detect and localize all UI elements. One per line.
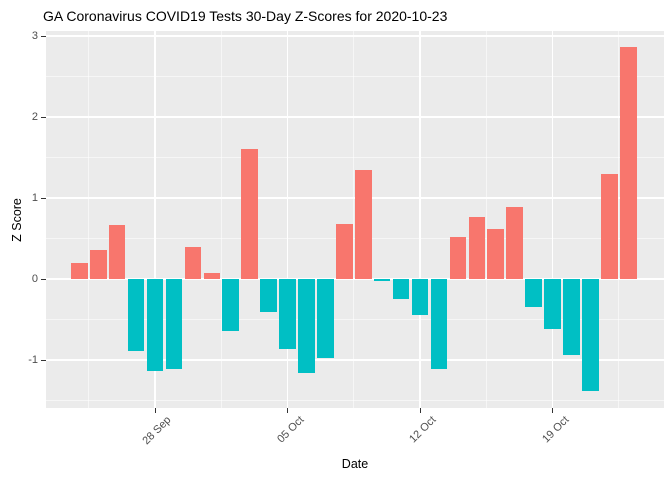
y-tick-mark	[41, 359, 46, 361]
bar	[317, 279, 334, 359]
y-tick-label: -1	[28, 354, 38, 366]
y-tick-label: 1	[31, 192, 38, 204]
bar	[222, 279, 240, 331]
x-axis-title: Date	[341, 457, 369, 471]
bar	[89, 249, 107, 279]
bar	[468, 217, 486, 279]
minor-gridline-x	[618, 31, 620, 408]
minor-gridline-x	[220, 31, 222, 408]
x-tick-mark	[154, 408, 156, 413]
y-tick-mark	[41, 197, 46, 199]
minor-gridline-y	[46, 400, 664, 401]
bar	[411, 279, 429, 316]
major-gridline-y	[46, 359, 664, 361]
bar	[108, 224, 126, 279]
bar	[563, 279, 580, 356]
bar	[430, 279, 448, 369]
major-gridline-x	[551, 31, 554, 408]
bar	[449, 236, 467, 279]
major-gridline-x	[419, 31, 421, 408]
minor-gridline-x	[88, 31, 90, 408]
bar	[241, 149, 258, 279]
bar	[184, 247, 202, 279]
y-tick-mark	[41, 116, 46, 118]
bar	[71, 262, 88, 279]
bar	[373, 279, 391, 282]
x-tick-mark	[287, 408, 289, 413]
y-tick-label: 2	[31, 111, 38, 123]
y-tick-mark	[41, 278, 46, 280]
plot-panel	[46, 31, 664, 408]
y-axis-title: Z Score	[10, 198, 24, 242]
major-gridline-y	[46, 116, 664, 118]
major-gridline-y	[46, 35, 664, 37]
minor-gridline-x	[353, 31, 355, 408]
x-tick-mark	[419, 408, 421, 413]
bar	[127, 279, 145, 352]
bar	[165, 279, 183, 369]
minor-gridline-y	[46, 319, 664, 320]
bar	[601, 173, 618, 279]
minor-gridline-y	[46, 157, 664, 158]
x-tick-label: 28 Sep	[140, 414, 174, 448]
bar	[354, 170, 372, 279]
bar	[487, 228, 505, 279]
major-gridline-x	[286, 31, 289, 408]
x-tick-mark	[552, 408, 554, 413]
bar	[619, 47, 637, 279]
major-gridline-y	[46, 278, 664, 280]
bar	[203, 272, 221, 279]
bar	[279, 279, 296, 350]
bar	[525, 279, 542, 307]
bar	[146, 279, 164, 372]
bar	[544, 279, 561, 330]
bar	[582, 279, 599, 391]
bar	[336, 223, 353, 279]
bar	[506, 206, 523, 279]
bar	[298, 279, 315, 373]
bar	[260, 279, 277, 313]
y-tick-mark	[41, 35, 46, 37]
minor-gridline-y	[46, 76, 664, 77]
y-tick-label: 0	[31, 273, 38, 285]
x-tick-label: 19 Oct	[539, 414, 572, 446]
minor-gridline-x	[485, 31, 487, 408]
bar	[392, 279, 410, 300]
chart-title: GA Coronavirus COVID19 Tests 30-Day Z-Sc…	[43, 8, 448, 24]
y-tick-label: 3	[31, 30, 38, 42]
x-tick-label: 12 Oct	[407, 414, 439, 446]
major-gridline-x	[154, 31, 156, 408]
x-tick-label: 05 Oct	[274, 414, 307, 446]
